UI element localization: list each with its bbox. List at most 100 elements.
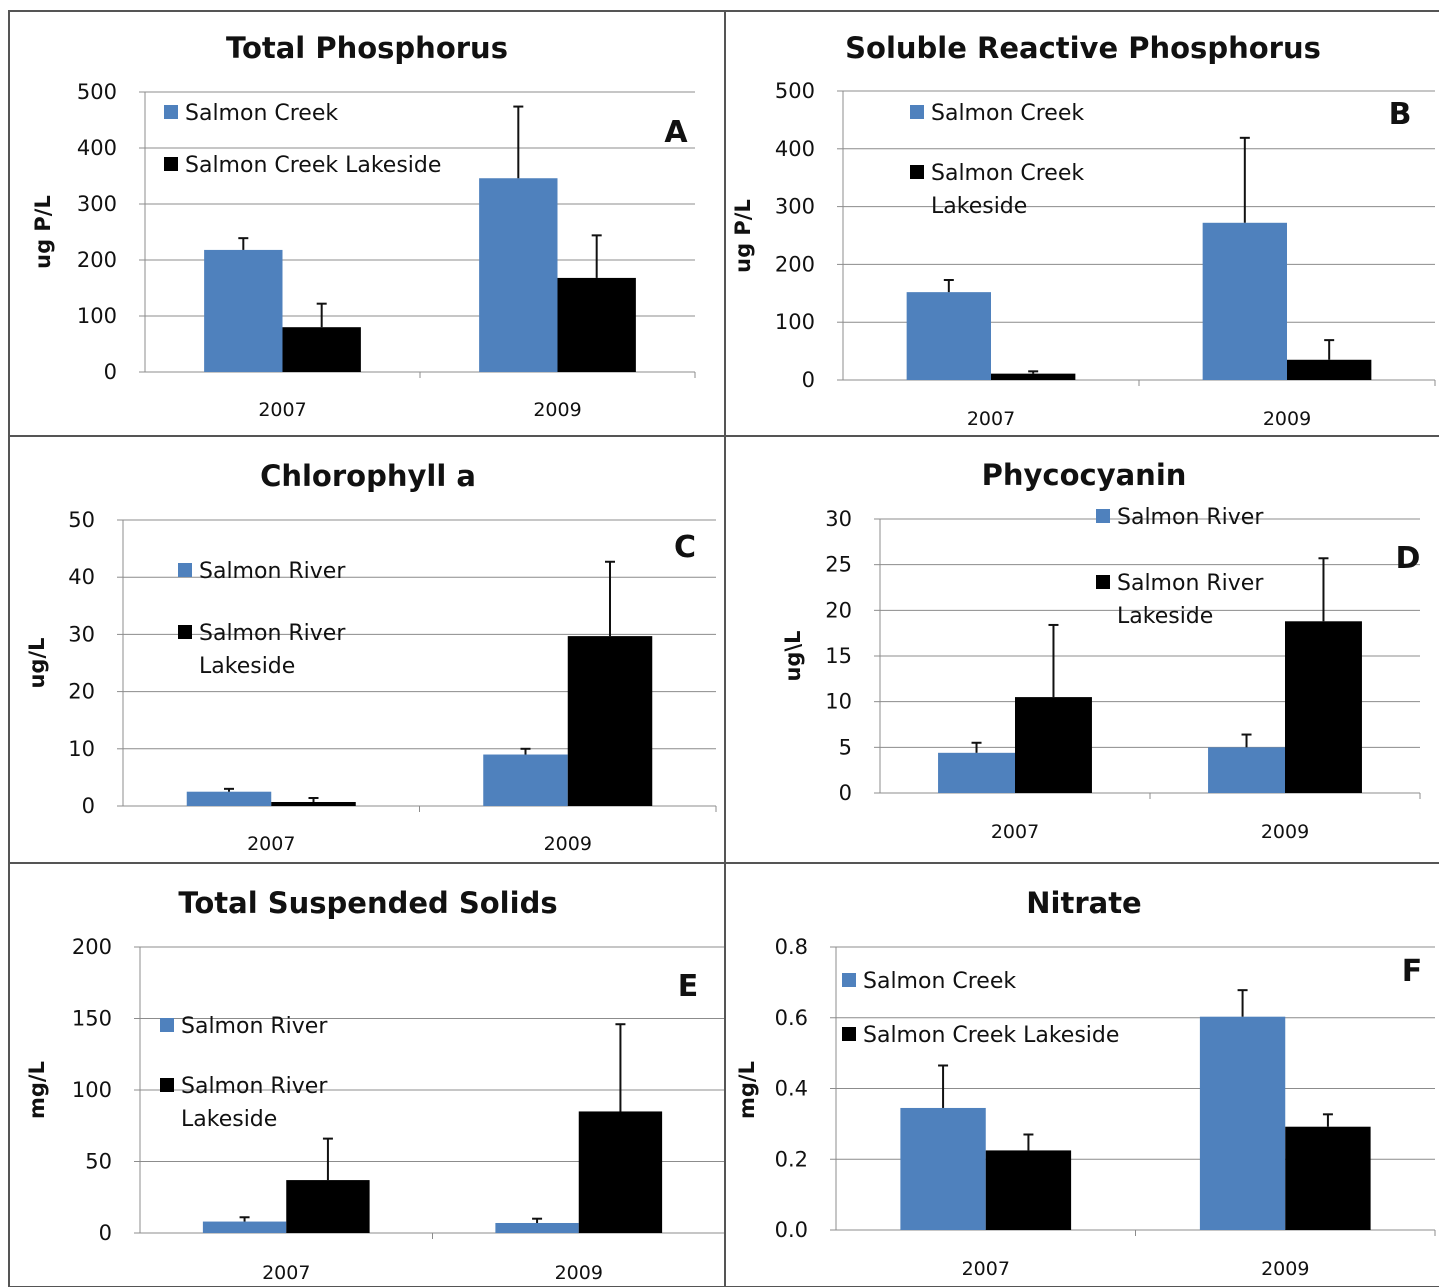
legend-swatch <box>164 105 178 119</box>
chart-panel-c: 0 10 20 30 40 50 2007 2009 Chlorophyll a ug/L C Sal… <box>8 435 726 864</box>
bar-salmon-river-lakeside-2009 <box>1285 621 1362 793</box>
y-tick-label: 50 <box>85 1150 112 1174</box>
y-tick-label: 25 <box>825 553 852 577</box>
chart-title: Chlorophyll a <box>260 459 476 493</box>
bar-salmon-creek-lakeside-2007 <box>985 1150 1072 1230</box>
legend: Salmon Creek Salmon Creek Lakeside <box>842 969 1119 1048</box>
y-tick-label: 0 <box>82 794 95 818</box>
y-tick-label: 20 <box>68 680 95 704</box>
chart-panel-a: 0 100 200 300 400 500 2007 2009 Total Phosphorus… <box>8 10 726 437</box>
panel-letter: D <box>1396 541 1421 576</box>
legend-swatch <box>910 105 924 119</box>
category-label: 2009 <box>1261 821 1309 843</box>
y-tick-label: 5 <box>839 735 852 759</box>
chart-panel-b: 0 100 200 300 400 500 2007 2009 Soluble Reactive… <box>724 10 1439 437</box>
legend-swatch <box>842 973 856 987</box>
legend: Salmon River Salmon River Lakeside <box>1096 505 1264 629</box>
category-label: 2009 <box>533 399 581 421</box>
bar-salmon-creek-2009 <box>1199 1016 1286 1230</box>
y-axis-label: ug\L <box>781 630 805 681</box>
category-label: 2009 <box>1261 1258 1309 1280</box>
chart-title: Soluble Reactive Phosphorus <box>845 31 1321 65</box>
y-tick-label: 30 <box>825 507 852 531</box>
y-tick-label: 20 <box>825 598 852 622</box>
y-tick-label: 0.2 <box>775 1147 808 1171</box>
y-axis-label: ug/L <box>25 637 49 688</box>
y-tick-label: 300 <box>77 192 117 216</box>
y-tick-label: 0 <box>839 781 852 805</box>
y-tick-label: 400 <box>775 137 815 161</box>
legend-swatch <box>164 157 178 171</box>
legend: Salmon Creek Salmon Creek Lakeside <box>910 101 1084 219</box>
bar-salmon-creek-lakeside-2009 <box>557 277 636 372</box>
y-tick-label: 0.4 <box>775 1077 808 1101</box>
panel-letter: E <box>678 969 699 1004</box>
legend-label: Salmon Creek Lakeside <box>185 153 441 178</box>
y-tick-label: 100 <box>77 304 117 328</box>
legend-label: Salmon River Lakeside <box>181 1074 328 1132</box>
y-tick-label: 30 <box>68 622 95 646</box>
legend-label: Salmon Creek <box>863 969 1016 994</box>
bar-salmon-creek-2007 <box>900 1107 986 1230</box>
y-tick-label: 0 <box>104 360 117 384</box>
category-label: 2007 <box>262 1262 310 1284</box>
category-label: 2007 <box>258 399 306 421</box>
y-tick-label: 200 <box>77 248 117 272</box>
y-axis-label: mg/L <box>735 1061 759 1119</box>
bar-salmon-river-lakeside-2009 <box>578 1111 663 1233</box>
chart-panel-f: 0.0 0.2 0.4 0.6 0.8 2007 2009 Nitrate mg/L F Salmo… <box>724 862 1439 1287</box>
panel-letter: A <box>664 115 688 150</box>
chart-panel-e: 0 50 100 150 200 2007 2009 Total Suspended Soli… <box>8 862 726 1287</box>
y-tick-label: 0 <box>99 1221 112 1245</box>
bar-salmon-river-lakeside-2009 <box>567 636 653 806</box>
panel-letter: C <box>674 530 696 565</box>
y-tick-label: 300 <box>775 195 815 219</box>
y-tick-label: 500 <box>775 79 815 103</box>
category-label: 2009 <box>555 1262 603 1284</box>
bar-salmon-river-2009 <box>483 754 568 806</box>
category-label: 2007 <box>967 408 1015 430</box>
bar-salmon-creek-lakeside-2009 <box>1285 1126 1371 1230</box>
category-label: 2007 <box>991 821 1039 843</box>
legend-label: Salmon Creek <box>931 101 1084 126</box>
chart-title: Total Suspended Solids <box>178 886 557 920</box>
legend-swatch <box>842 1027 856 1041</box>
bar-salmon-river-2007 <box>938 752 1015 793</box>
y-tick-label: 500 <box>77 80 117 104</box>
legend-swatch <box>160 1078 174 1092</box>
legend-label: Salmon River <box>199 559 346 584</box>
category-label: 2007 <box>247 833 295 855</box>
y-tick-label: 100 <box>72 1078 112 1102</box>
legend-swatch <box>160 1018 174 1032</box>
y-tick-label: 0.8 <box>775 935 808 959</box>
bar-salmon-river-2007 <box>186 791 272 806</box>
bar-salmon-creek-lakeside-2007 <box>991 373 1076 380</box>
y-tick-label: 200 <box>775 252 815 276</box>
chart-title: Nitrate <box>1026 886 1141 920</box>
legend-swatch <box>178 625 192 639</box>
category-label: 2009 <box>1263 408 1311 430</box>
bar-salmon-river-2007 <box>202 1221 287 1233</box>
bar-salmon-river-2009 <box>495 1222 579 1233</box>
legend-label: Salmon Creek Lakeside <box>863 1023 1119 1048</box>
panel-border <box>724 862 1439 1287</box>
y-axis-label: ug P/L <box>31 195 55 269</box>
y-tick-label: 400 <box>77 136 117 160</box>
legend-label: Salmon River <box>1117 505 1264 530</box>
bar-salmon-creek-lakeside-2007 <box>282 327 361 372</box>
chart-panel-d: 0 5 10 15 20 25 30 2007 2009 Phycocyanin ug\L D Salm… <box>724 435 1439 864</box>
legend-label: Salmon Creek Lakeside <box>931 161 1084 219</box>
bar-salmon-creek-2007 <box>906 292 991 380</box>
legend-label: Salmon Creek <box>185 101 338 126</box>
y-tick-label: 10 <box>825 690 852 714</box>
legend-swatch <box>1096 509 1110 523</box>
chart-title: Phycocyanin <box>982 458 1187 492</box>
bar-salmon-creek-2009 <box>479 178 558 372</box>
legend-swatch <box>1096 575 1110 589</box>
category-label: 2009 <box>544 833 592 855</box>
y-tick-label: 150 <box>72 1007 112 1031</box>
y-tick-label: 40 <box>68 565 95 589</box>
bar-salmon-river-lakeside-2007 <box>1015 697 1092 793</box>
legend-swatch <box>178 563 192 577</box>
y-tick-label: 0 <box>802 368 815 392</box>
